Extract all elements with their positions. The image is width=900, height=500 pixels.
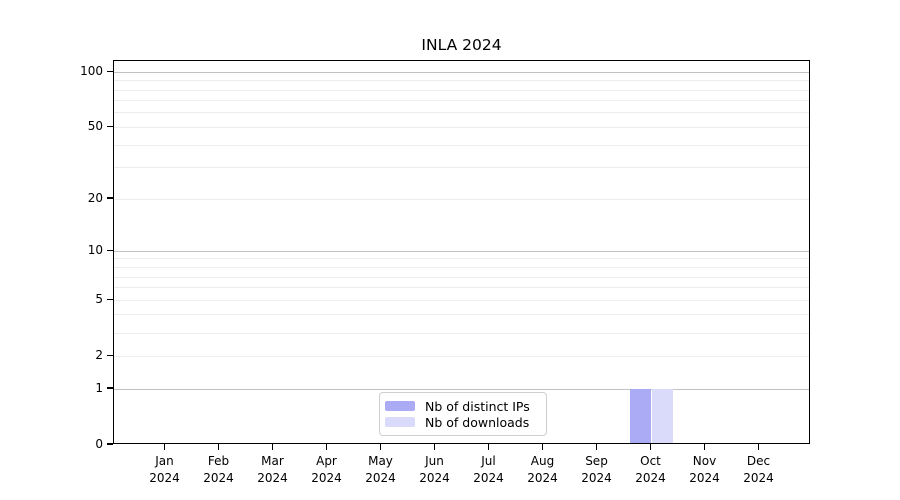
bar-downloads: [651, 389, 674, 444]
gridline-minor: [114, 267, 809, 268]
chart-title: INLA 2024: [421, 36, 502, 54]
x-axis-tick: [163, 444, 166, 450]
x-axis-tick-label: Jul 2024: [473, 454, 504, 485]
x-axis-tick-label: Oct 2024: [635, 454, 666, 485]
y-axis-tick: [107, 197, 113, 199]
gridline-minor: [114, 167, 809, 169]
gridline-minor: [114, 355, 809, 357]
x-axis-tick: [271, 444, 274, 450]
bar-distinct-ips: [629, 389, 652, 444]
x-axis-tick: [649, 444, 652, 450]
y-axis-tick-label: 20: [87, 191, 103, 206]
y-axis-tick-label: 50: [87, 119, 103, 134]
y-axis-tick: [107, 387, 113, 389]
legend-label-distinct-ips: Nb of distinct IPs: [425, 398, 530, 414]
gridline-minor: [114, 287, 809, 289]
x-axis-tick-label: Jun 2024: [419, 454, 450, 485]
x-axis-tick: [433, 444, 436, 450]
gridline-minor: [114, 126, 809, 128]
gridline-minor: [114, 332, 809, 334]
x-axis-tick: [217, 444, 220, 450]
legend-swatch-distinct-ips-icon: [385, 401, 415, 411]
legend-label-downloads: Nb of downloads: [425, 414, 530, 430]
gridline-minor: [114, 314, 809, 316]
gridline-minor: [114, 89, 809, 91]
x-axis-tick: [379, 444, 382, 450]
x-axis-tick: [541, 444, 544, 450]
y-axis-tick: [107, 70, 113, 72]
x-axis-tick-label: Jan 2024: [149, 454, 180, 485]
gridline-minor: [114, 276, 809, 278]
y-axis-tick-label: 100: [80, 64, 103, 79]
x-axis-tick-label: Feb 2024: [203, 454, 234, 485]
x-axis-tick: [487, 444, 490, 450]
y-axis-tick: [107, 249, 113, 251]
y-axis-tick-label: 5: [95, 292, 103, 307]
y-axis-tick: [107, 354, 113, 356]
x-axis-tick-label: Mar 2024: [257, 454, 288, 485]
gridline-major: [114, 388, 809, 390]
gridline-minor: [114, 299, 809, 301]
plot-area: Nb of distinct IPs Nb of downloads: [113, 60, 810, 444]
gridline-minor: [114, 100, 809, 102]
x-axis-tick-label: Nov 2024: [689, 454, 720, 485]
x-axis-tick: [325, 444, 328, 450]
legend-swatch-downloads-icon: [385, 417, 415, 427]
gridline-minor: [114, 112, 809, 114]
x-axis-tick-label: Aug 2024: [527, 454, 558, 485]
x-axis-tick: [595, 444, 598, 450]
gridline-minor: [114, 144, 809, 146]
legend-item-downloads: Nb of downloads: [385, 414, 539, 430]
x-axis-tick: [757, 444, 760, 450]
legend: Nb of distinct IPs Nb of downloads: [379, 392, 547, 436]
x-axis-tick-label: Apr 2024: [311, 454, 342, 485]
y-axis-tick: [107, 125, 113, 128]
y-axis-tick-label: 1: [95, 381, 103, 395]
x-axis-tick: [703, 444, 706, 450]
gridline-major: [114, 250, 809, 252]
y-axis-tick-label: 10: [87, 243, 103, 258]
gridline-major: [114, 71, 809, 73]
y-axis-tick: [107, 298, 113, 300]
legend-item-distinct-ips: Nb of distinct IPs: [385, 398, 539, 414]
x-axis-tick-label: Dec 2024: [743, 454, 774, 485]
gridline-minor: [114, 258, 809, 260]
y-axis-tick: [107, 443, 113, 445]
y-axis-tick-label: 0: [95, 437, 103, 451]
x-axis-tick-label: May 2024: [365, 454, 396, 485]
x-axis-tick-label: Sep 2024: [581, 454, 612, 485]
y-axis-tick-label: 2: [95, 348, 103, 363]
gridline-minor: [114, 198, 809, 200]
gridline-minor: [114, 80, 809, 82]
